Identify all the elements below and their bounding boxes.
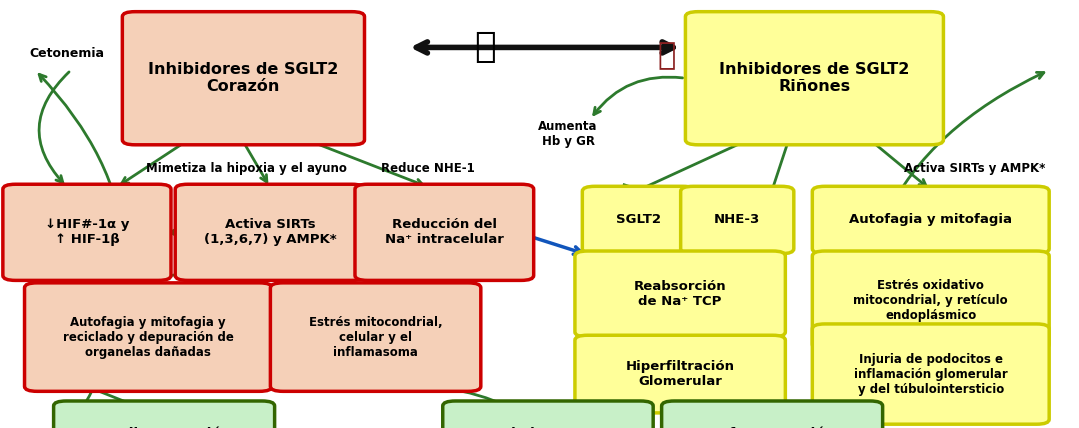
FancyBboxPatch shape xyxy=(812,186,1049,254)
Text: Reduce NHE-1: Reduce NHE-1 xyxy=(381,162,475,175)
FancyBboxPatch shape xyxy=(54,401,275,428)
Text: Estrés oxidativo
mitocondrial, y retículo
endoplásmico: Estrés oxidativo mitocondrial, y retícul… xyxy=(853,279,1008,321)
Text: SGLT2: SGLT2 xyxy=(616,214,661,226)
Text: Autofagia y mitofagia: Autofagia y mitofagia xyxy=(849,214,1012,226)
Text: Mimetiza la hipoxia y el ayuno: Mimetiza la hipoxia y el ayuno xyxy=(146,162,347,175)
Text: Hiperfiltración
Glomerular: Hiperfiltración Glomerular xyxy=(626,360,735,388)
FancyBboxPatch shape xyxy=(575,251,786,337)
FancyBboxPatch shape xyxy=(812,324,1049,424)
FancyBboxPatch shape xyxy=(812,251,1049,349)
Text: Inhibidores de SGLT2
Corazón: Inhibidores de SGLT2 Corazón xyxy=(148,62,339,95)
FancyBboxPatch shape xyxy=(685,12,943,145)
Text: Inhibidores de SGLT2
Riñones: Inhibidores de SGLT2 Riñones xyxy=(720,62,910,95)
Text: Reabsorción
de Na⁺ TCP: Reabsorción de Na⁺ TCP xyxy=(633,280,726,308)
Text: Reducción del
Na⁺ intracelular: Reducción del Na⁺ intracelular xyxy=(385,218,504,247)
Text: Autofagia y mitofagia y
reciclado y depuración de
organelas dañadas: Autofagia y mitofagia y reciclado y depu… xyxy=(63,315,234,359)
Text: Aumenta
Hb y GR: Aumenta Hb y GR xyxy=(538,120,598,148)
FancyBboxPatch shape xyxy=(681,186,794,254)
Text: Injuria de podocitos e
inflamación glomerular
y del túbulointersticio: Injuria de podocitos e inflamación glome… xyxy=(853,353,1008,395)
Text: 🫘: 🫘 xyxy=(657,41,675,70)
Text: Cardioprotección: Cardioprotección xyxy=(97,426,231,428)
Text: ↓HIF#-1α y
↑ HIF-1β: ↓HIF#-1α y ↑ HIF-1β xyxy=(44,218,129,247)
Text: Nefroprotección: Nefroprotección xyxy=(709,426,835,428)
Text: Cetonemia: Cetonemia xyxy=(30,47,105,60)
FancyBboxPatch shape xyxy=(661,401,883,428)
FancyBboxPatch shape xyxy=(583,186,696,254)
FancyBboxPatch shape xyxy=(3,184,170,280)
FancyBboxPatch shape xyxy=(271,283,481,391)
FancyBboxPatch shape xyxy=(175,184,365,280)
Text: Activa SIRTs
(1,3,6,7) y AMPK*: Activa SIRTs (1,3,6,7) y AMPK* xyxy=(204,218,337,247)
Text: 🫀: 🫀 xyxy=(474,30,495,65)
FancyBboxPatch shape xyxy=(355,184,534,280)
FancyBboxPatch shape xyxy=(442,401,653,428)
Text: Activa SIRTs y AMPK*: Activa SIRTs y AMPK* xyxy=(904,162,1046,175)
FancyBboxPatch shape xyxy=(25,283,272,391)
Text: NHE-3: NHE-3 xyxy=(714,214,761,226)
Text: Baja la PA y GI: Baja la PA y GI xyxy=(491,427,604,428)
FancyBboxPatch shape xyxy=(575,335,786,413)
FancyBboxPatch shape xyxy=(122,12,365,145)
Text: Estrés mitocondrial,
celular y el
inflamasoma: Estrés mitocondrial, celular y el inflam… xyxy=(309,315,442,359)
